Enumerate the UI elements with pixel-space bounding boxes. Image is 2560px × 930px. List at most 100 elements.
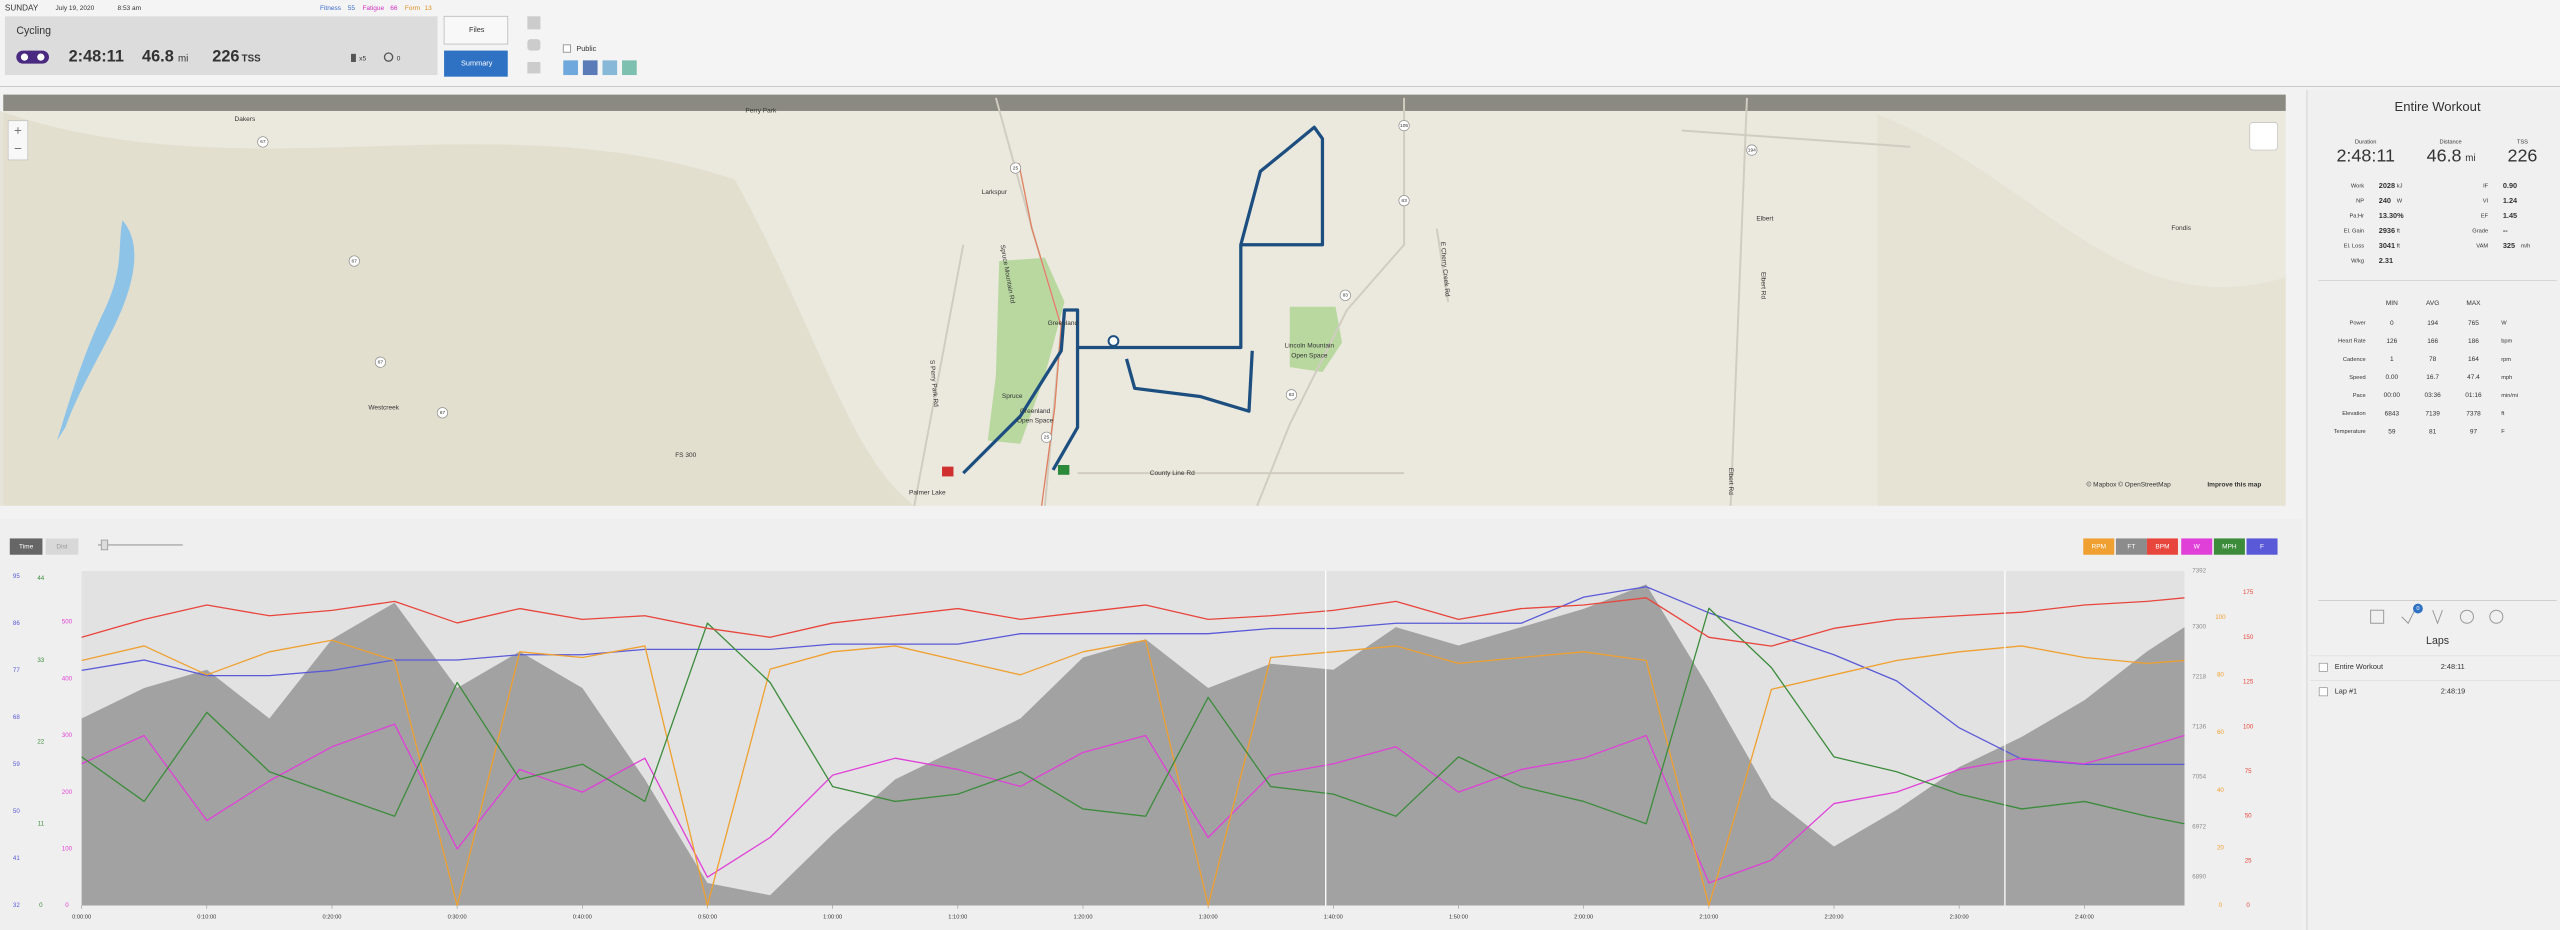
- distance: 46.8: [142, 47, 174, 65]
- badge: [2413, 603, 2423, 614]
- facebook-icon[interactable]: [582, 60, 598, 76]
- legend-button[interactable]: [2213, 538, 2245, 555]
- metric-value: 46.8: [2427, 145, 2462, 165]
- metric-value: 2:48:11: [2336, 145, 2395, 165]
- legend-button[interactable]: [2146, 538, 2178, 555]
- legend-button[interactable]: [2115, 538, 2147, 555]
- route-shield: [1040, 431, 1053, 443]
- email-icon[interactable]: [622, 60, 637, 76]
- legend-label[interactable]: BPM: [2155, 543, 2169, 550]
- tss-unit: TSS: [242, 53, 262, 64]
- legend-label[interactable]: MPH: [2222, 543, 2237, 550]
- row-value: 1: [2390, 356, 2394, 363]
- stat-value: 325: [2503, 241, 2515, 250]
- legend-label[interactable]: W: [2194, 543, 2201, 550]
- row-unit: F: [2501, 429, 2505, 435]
- files-button[interactable]: [443, 15, 509, 45]
- route-number: 67: [260, 139, 266, 145]
- x-tick-label: 1:00:00: [823, 914, 842, 920]
- slider-handle[interactable]: [100, 539, 109, 551]
- lake: [57, 220, 135, 441]
- toolbar-label[interactable]: Time: [19, 543, 34, 550]
- lap-name[interactable]: Lap #1: [2335, 687, 2357, 696]
- road-label: Elbert Rd: [1760, 272, 1767, 300]
- legend-button[interactable]: [2181, 538, 2213, 555]
- row-unit: W: [2501, 321, 2507, 327]
- y-tick-label: 40: [2217, 787, 2224, 794]
- route-shield: [1398, 195, 1410, 207]
- route: [962, 125, 1325, 475]
- map-label: Greenland: [1020, 408, 1051, 415]
- legend-button[interactable]: [2246, 538, 2278, 555]
- series-line: [81, 723, 2185, 884]
- y-tick-label: 300: [62, 732, 73, 739]
- public-checkbox[interactable]: [562, 44, 572, 53]
- x-tick-label: 0:40:00: [573, 914, 592, 920]
- lap-name[interactable]: Entire Workout: [2335, 662, 2383, 671]
- public-label: Public: [576, 44, 596, 53]
- terrain: [1877, 114, 2286, 506]
- toolbar-button[interactable]: [9, 538, 43, 555]
- x-tick-label: 2:10:00: [1699, 914, 1718, 920]
- stat-label: Grade: [2472, 229, 2488, 235]
- map-label: Dakers: [235, 116, 256, 123]
- road-label: S Perry Park Rd: [928, 360, 939, 408]
- y-tick-label: 68: [13, 714, 20, 721]
- toolbar-button[interactable]: [45, 538, 79, 555]
- x-tick-label: 2:40:00: [2075, 914, 2094, 920]
- fitness-label: Fitness: [320, 5, 342, 12]
- stat-label: El. Gain: [2344, 229, 2364, 235]
- x-tick-label: 1:50:00: [1449, 914, 1468, 920]
- legend-label[interactable]: F: [2260, 543, 2264, 550]
- row-unit: ft: [2501, 411, 2505, 417]
- row-label: Speed: [2349, 375, 2366, 381]
- row-label: Temperature: [2334, 429, 2366, 435]
- graph-icon[interactable]: [527, 16, 541, 30]
- y-tick-label: 25: [2245, 857, 2252, 864]
- y-tick-label: 7218: [2192, 674, 2206, 681]
- row-value: 186: [2468, 338, 2479, 345]
- summary-label[interactable]: Summary: [461, 59, 493, 68]
- summary-box: [4, 16, 438, 76]
- y-tick-label: 44: [37, 575, 44, 582]
- stat-unit: kJ: [2397, 184, 2403, 190]
- summary-button[interactable]: [444, 50, 508, 77]
- map-top-band: [3, 94, 2286, 111]
- improve-link[interactable]: Improve this map: [2207, 481, 2261, 488]
- files-label[interactable]: Files: [469, 25, 485, 34]
- toolbar-label[interactable]: Dist: [56, 543, 67, 550]
- y-tick-label: 0: [2219, 902, 2223, 909]
- map: Perry Park Dakers Larkspur Greenland Lin…: [0, 94, 2286, 507]
- x-tick-label: 2:30:00: [1950, 914, 1969, 920]
- fatigue-label: Fatigue: [362, 5, 384, 12]
- stat-label: VAM: [2476, 244, 2488, 250]
- row-unit: mph: [2501, 375, 2512, 381]
- lap-checkbox[interactable]: [2318, 662, 2328, 672]
- equipment-icon: [351, 53, 356, 62]
- map-label: Fondis: [2171, 225, 2191, 232]
- chat-icon[interactable]: [527, 39, 541, 51]
- y-tick-label: 0: [39, 902, 43, 909]
- route-number: 25: [1013, 165, 1019, 171]
- lap-time: 2:48:19: [2441, 687, 2465, 696]
- map-label: Larkspur: [982, 189, 1008, 196]
- y-tick-label: 7136: [2192, 724, 2206, 731]
- row-label: Elevation: [2342, 411, 2365, 417]
- twitter-icon[interactable]: [563, 60, 578, 76]
- panel-bg: [2306, 89, 2560, 930]
- lap-checkbox[interactable]: [2318, 687, 2328, 697]
- legend-button[interactable]: [2083, 538, 2115, 555]
- layers-button[interactable]: [2249, 122, 2278, 151]
- link-icon[interactable]: [602, 60, 618, 76]
- park: [987, 257, 1065, 444]
- stat-label: Work: [2351, 184, 2364, 190]
- y-tick-label: 500: [62, 619, 73, 626]
- route-shield: [1009, 162, 1022, 174]
- legend-label[interactable]: RPM: [2092, 543, 2106, 550]
- zoom-control[interactable]: [7, 120, 29, 161]
- stat-label: W/kg: [2351, 259, 2364, 265]
- chart-icon[interactable]: [527, 62, 541, 74]
- comment-icon: [383, 52, 394, 62]
- legend-label[interactable]: FT: [2127, 543, 2135, 550]
